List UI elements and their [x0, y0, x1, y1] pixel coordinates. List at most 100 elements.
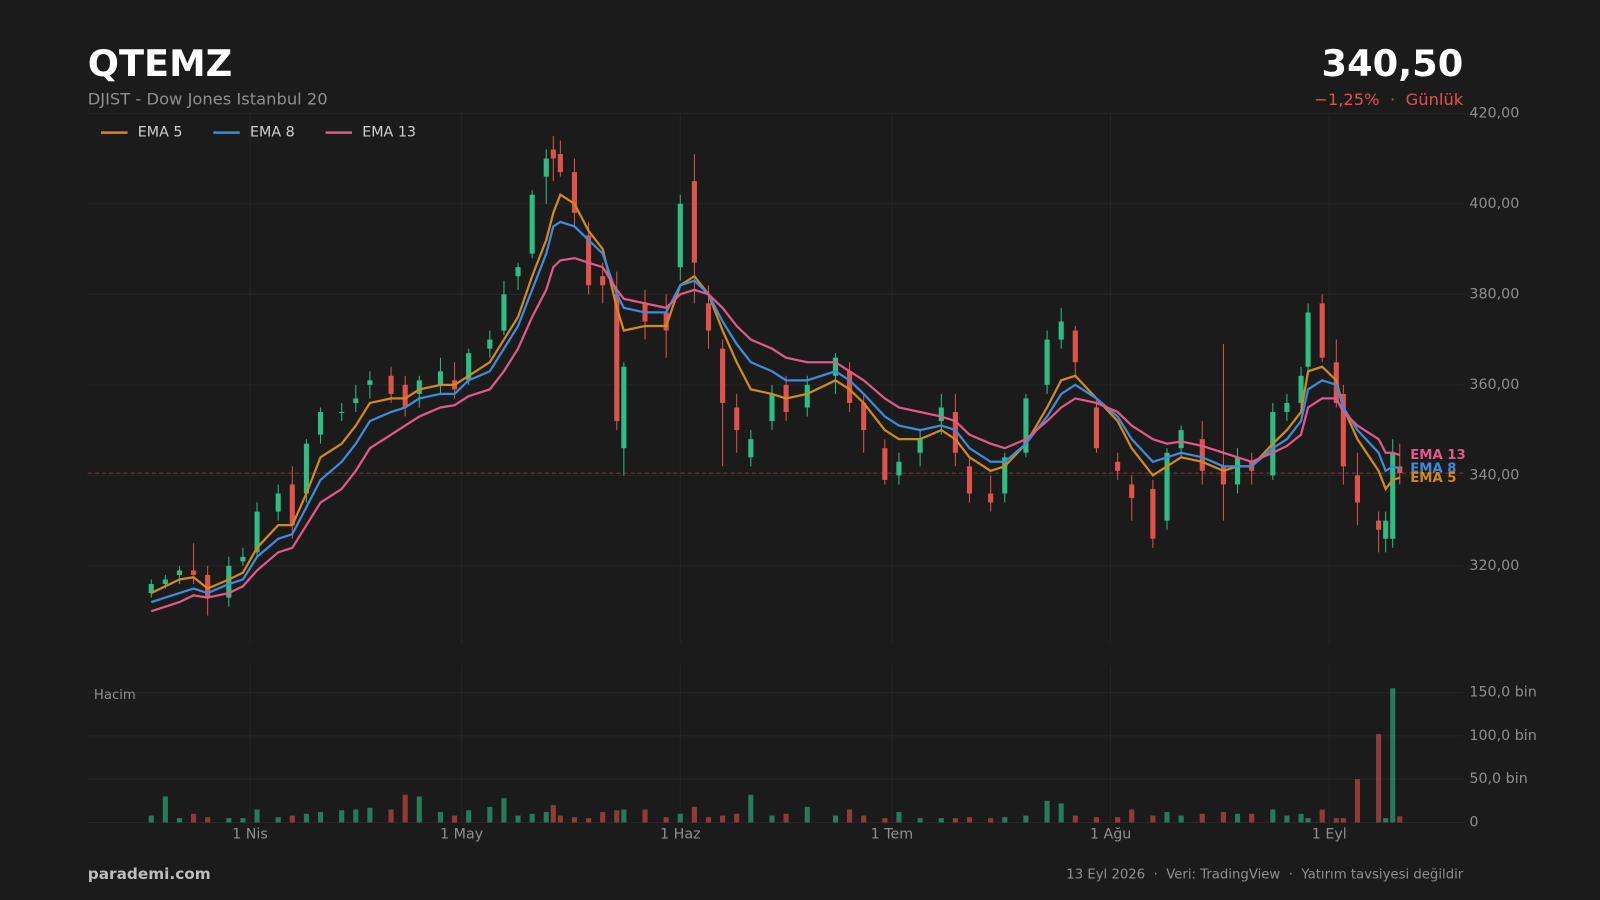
candle-body [571, 172, 578, 213]
candle-body [677, 203, 683, 268]
volume-bar [1340, 818, 1346, 823]
chart-title: QTEMZ [88, 42, 233, 85]
volume-bar [847, 809, 853, 823]
brand: parademi.com [88, 865, 211, 883]
candle-body [804, 384, 810, 408]
candle-body [254, 511, 260, 553]
volume-bar [1319, 809, 1325, 823]
volume-bar [1093, 817, 1100, 823]
volume-bar [162, 796, 168, 823]
volume-bar [1298, 813, 1304, 823]
volume-bar [487, 806, 493, 823]
volume-bar [1044, 800, 1050, 823]
volume-bar [191, 813, 197, 823]
x-tick-label: 1 Nis [232, 827, 268, 843]
candle-body [748, 439, 754, 458]
candle-body [1234, 457, 1241, 485]
volume-bar [1305, 818, 1311, 823]
volume-bar [1023, 815, 1029, 823]
candle-body [917, 439, 923, 453]
candle-body [861, 402, 867, 431]
candle-body [466, 353, 472, 381]
volume-bar [1234, 813, 1241, 823]
volume-bar [289, 815, 295, 823]
candle-body [1072, 330, 1078, 363]
volume-bar [677, 813, 683, 823]
volume-bar [896, 812, 902, 823]
volume-bar [1220, 812, 1226, 823]
candle-body [1150, 488, 1156, 539]
candle-body [501, 294, 507, 331]
price: 340,50 [1322, 42, 1464, 85]
candle-body [1298, 375, 1304, 403]
volume-bar [783, 813, 789, 823]
volume-bar [240, 818, 246, 823]
candle-body [275, 493, 281, 512]
volume-bar [402, 794, 408, 823]
volume-bar [176, 818, 183, 823]
y-tick-label: 50,0 bin [1469, 771, 1527, 787]
volume-bar [917, 818, 923, 823]
volume-bar [1284, 815, 1290, 823]
volume-bar [720, 815, 726, 823]
volume-bar [1333, 818, 1339, 823]
candle-body [176, 570, 183, 575]
volume-bar [804, 806, 810, 823]
x-tick-label: 1 Ağu [1090, 827, 1131, 843]
candle-body [1044, 339, 1050, 385]
candle-body [1058, 321, 1064, 340]
y-tick-label: 320,00 [1469, 558, 1519, 574]
ema-line [150, 256, 1401, 613]
candle-body [600, 276, 606, 286]
candle-body [832, 357, 839, 376]
volume-bar [557, 815, 563, 823]
volume-bar [1129, 809, 1135, 823]
volume-bar [938, 818, 944, 823]
volume-bar [1376, 734, 1382, 823]
x-tick-label: 1 Haz [660, 827, 701, 843]
candle-body [1199, 439, 1205, 471]
candle-body [289, 484, 295, 526]
y-tick-label: 100,0 bin [1469, 728, 1536, 744]
volume-bar [416, 796, 422, 823]
candle-body [240, 556, 246, 562]
volume-bar [1397, 816, 1403, 823]
volume-bar [303, 813, 309, 823]
candle-body [402, 384, 408, 408]
volume-bar [988, 818, 994, 823]
candle-body [1390, 452, 1396, 539]
candle-body [550, 149, 556, 159]
candle-body [1220, 466, 1226, 485]
candle-body [1023, 398, 1029, 453]
ema-end-label: EMA 8 [1410, 462, 1456, 477]
volume-bar [1383, 818, 1389, 823]
candle-body [621, 366, 627, 449]
volume-bar [529, 813, 535, 823]
volume-bar [861, 815, 867, 823]
volume-bar [571, 817, 578, 823]
volume-bar [501, 798, 507, 823]
ema-end-label: EMA 13 [1410, 448, 1466, 463]
candle-body [515, 267, 521, 277]
candle-body [586, 235, 592, 286]
volume-bar [353, 809, 359, 823]
volume-bar [769, 815, 775, 823]
legend-label: EMA 8 [250, 125, 295, 141]
candle-body [1164, 452, 1170, 521]
candle-body [317, 412, 324, 435]
y-tick-label: 360,00 [1469, 377, 1519, 393]
candle-body [543, 158, 549, 177]
candle-body [691, 181, 697, 263]
candle-body [769, 393, 775, 422]
volume-bar [832, 815, 839, 823]
y-tick-label: 0 [1469, 814, 1478, 830]
candle-body [705, 303, 712, 331]
candle-body [1093, 407, 1100, 449]
candle-body [1383, 520, 1389, 539]
volume-bar [882, 818, 888, 823]
candle-body [557, 154, 563, 173]
ema-end-label: EMA 5 [1410, 471, 1456, 486]
candle-body [988, 493, 994, 503]
